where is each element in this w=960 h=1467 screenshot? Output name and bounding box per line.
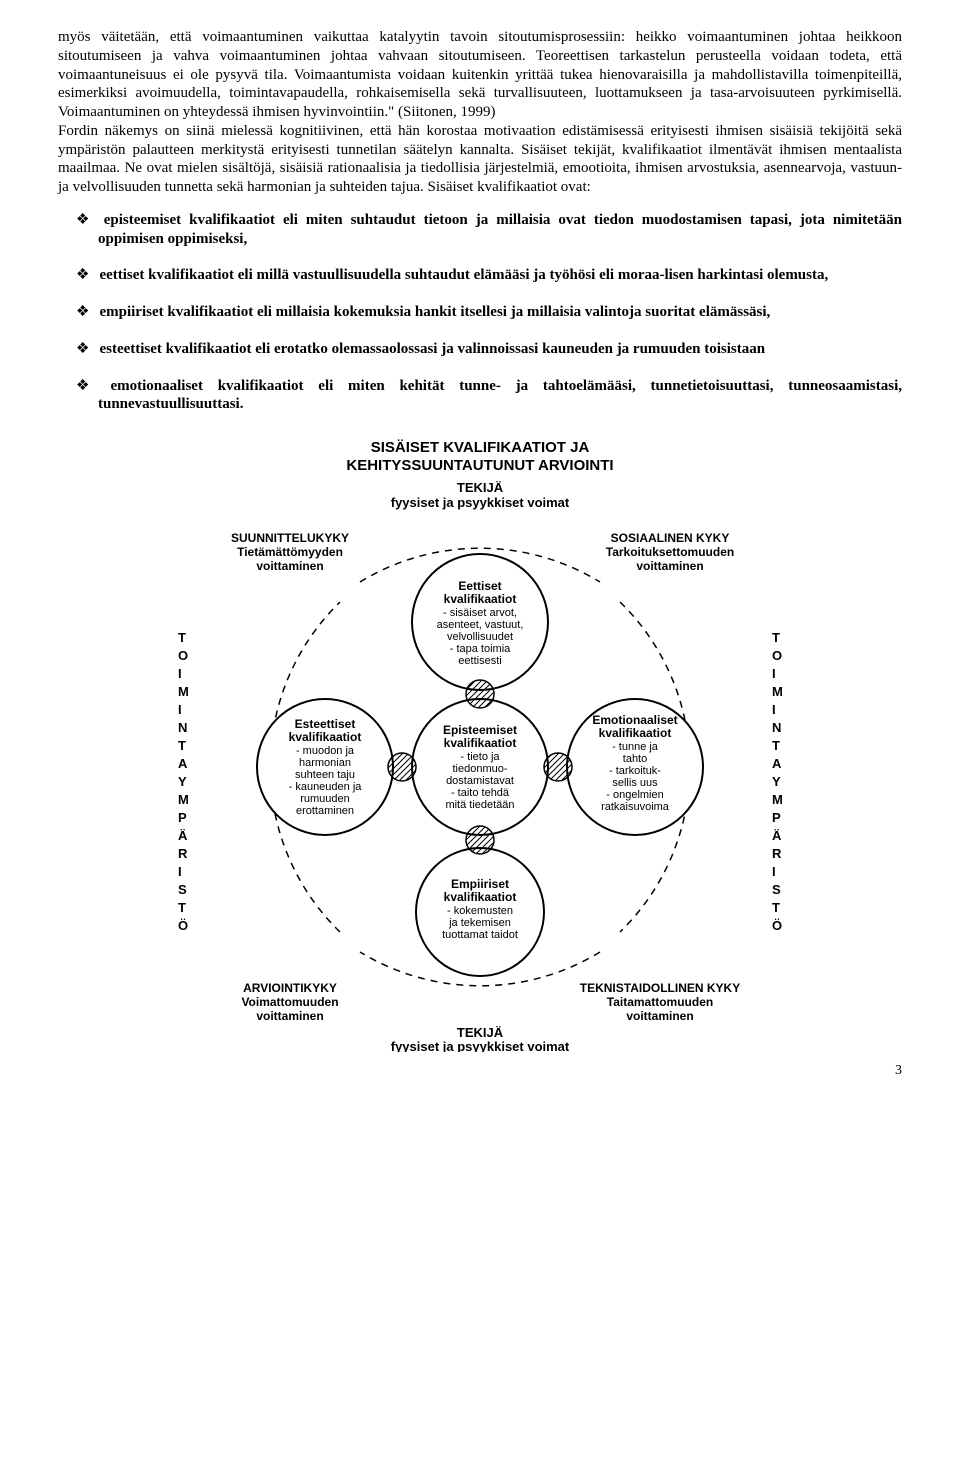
corner-br-l1: Taitamattomuuden — [607, 995, 713, 1009]
svg-text:I: I — [178, 702, 182, 717]
svg-text:I: I — [178, 864, 182, 879]
svg-text:- tapa toimia: - tapa toimia — [450, 643, 511, 655]
svg-text:I: I — [772, 702, 776, 717]
svg-text:R: R — [772, 846, 782, 861]
corner-br-l2: voittaminen — [626, 1009, 693, 1023]
svg-text:- muodon ja: - muodon ja — [296, 745, 355, 757]
page-number: 3 — [58, 1062, 902, 1080]
svg-text:tahto: tahto — [623, 753, 647, 765]
svg-text:rumuuden: rumuuden — [300, 793, 350, 805]
svg-text:Esteettiset: Esteettiset — [295, 717, 356, 731]
svg-text:O: O — [772, 648, 782, 663]
svg-text:S: S — [772, 882, 781, 897]
qualification-list: episteemiset kvalifikaatiot eli miten su… — [58, 211, 902, 414]
svg-text:P: P — [772, 810, 781, 825]
list-item: empiiriset kvalifikaatiot eli millaisia … — [58, 303, 902, 322]
svg-text:suhteen taju: suhteen taju — [295, 769, 355, 781]
svg-text:S: S — [178, 882, 187, 897]
diagram-bottom-sub2: fyysiset ja psyykkiset voimat — [391, 1039, 570, 1052]
svg-text:tiedonmuo-: tiedonmuo- — [452, 763, 507, 775]
svg-text:P: P — [178, 810, 187, 825]
svg-text:- kauneuden ja: - kauneuden ja — [289, 781, 363, 793]
svg-text:- taito tehdä: - taito tehdä — [451, 787, 510, 799]
diagram-top-sub1: TEKIJÄ — [457, 480, 504, 495]
svg-text:tuottamat taidot: tuottamat taidot — [442, 929, 518, 941]
svg-text:T: T — [178, 738, 186, 753]
svg-text:- sisäiset arvot,: - sisäiset arvot, — [443, 607, 517, 619]
svg-text:N: N — [772, 720, 781, 735]
svg-text:O: O — [178, 648, 188, 663]
svg-text:T: T — [772, 900, 780, 915]
corner-tl-l2: voittaminen — [256, 559, 323, 573]
svg-text:Y: Y — [178, 774, 187, 789]
corner-tl-l1: Tietämättömyyden — [237, 545, 343, 559]
svg-text:T: T — [772, 630, 780, 645]
svg-text:Eettiset: Eettiset — [458, 579, 501, 593]
list-item: esteettiset kvalifikaatiot eli erotatko … — [58, 340, 902, 359]
svg-text:harmonian: harmonian — [299, 757, 351, 769]
svg-text:- tieto ja: - tieto ja — [460, 751, 500, 763]
svg-text:Ö: Ö — [772, 918, 782, 933]
svg-text:N: N — [178, 720, 187, 735]
diagram-title-2: KEHITYSSUUNTAUTUNUT ARVIOINTI — [346, 457, 613, 474]
svg-text:T: T — [772, 738, 780, 753]
corner-tl-head: SUUNNITTELUKYKY — [231, 531, 349, 545]
svg-text:eettisesti: eettisesti — [458, 655, 501, 667]
svg-text:T: T — [178, 900, 186, 915]
svg-text:dostamistavat: dostamistavat — [446, 775, 514, 787]
list-item: eettiset kvalifikaatiot eli millä vastuu… — [58, 266, 902, 285]
svg-text:M: M — [178, 684, 189, 699]
svg-text:kvalifikaatiot: kvalifikaatiot — [599, 726, 672, 740]
corner-bl-l1: Voimattomuuden — [241, 995, 338, 1009]
svg-text:mitä tiedetään: mitä tiedetään — [445, 799, 514, 811]
qualification-diagram: SISÄISET KVALIFIKAATIOT JA KEHITYSSUUNTA… — [160, 432, 800, 1052]
svg-text:- tunne ja: - tunne ja — [612, 741, 659, 753]
svg-text:R: R — [178, 846, 188, 861]
svg-text:ja tekemisen: ja tekemisen — [448, 917, 511, 929]
side-label-right: TO IM IN TA YM PÄ RI ST Ö — [772, 630, 783, 933]
svg-text:- tarkoituk-: - tarkoituk- — [609, 765, 661, 777]
svg-text:A: A — [178, 756, 188, 771]
body-paragraph: myös väitetään, että voimaantuminen vaik… — [58, 28, 902, 197]
svg-text:Episteemiset: Episteemiset — [443, 723, 517, 737]
side-label-left: TO IM IN TA YM PÄ RI ST Ö — [178, 630, 189, 933]
list-item: episteemiset kvalifikaatiot eli miten su… — [58, 211, 902, 249]
corner-tr-head: SOSIAALINEN KYKY — [611, 531, 730, 545]
diagram-top-sub2: fyysiset ja psyykkiset voimat — [391, 495, 570, 510]
diagram-bottom-sub1: TEKIJÄ — [457, 1025, 504, 1040]
svg-text:T: T — [178, 630, 186, 645]
svg-text:kvalifikaatiot: kvalifikaatiot — [444, 736, 517, 750]
svg-text:Emotionaaliset: Emotionaaliset — [592, 713, 677, 727]
svg-text:I: I — [178, 666, 182, 681]
svg-text:velvollisuudet: velvollisuudet — [447, 631, 513, 643]
corner-bl-head: ARVIOINTIKYKY — [243, 981, 337, 995]
svg-text:- ongelmien: - ongelmien — [606, 789, 663, 801]
svg-text:M: M — [178, 792, 189, 807]
corner-br-head: TEKNISTAIDOLLINEN KYKY — [580, 981, 740, 995]
svg-text:kvalifikaatiot: kvalifikaatiot — [444, 592, 517, 606]
svg-text:erottaminen: erottaminen — [296, 805, 354, 817]
list-item: emotionaaliset kvalifikaatiot eli miten … — [58, 377, 902, 415]
svg-text:Empiiriset: Empiiriset — [451, 877, 509, 891]
svg-text:- kokemusten: - kokemusten — [447, 905, 513, 917]
svg-text:asenteet, vastuut,: asenteet, vastuut, — [437, 619, 524, 631]
svg-text:M: M — [772, 684, 783, 699]
svg-text:Ä: Ä — [178, 828, 188, 843]
svg-text:I: I — [772, 864, 776, 879]
svg-text:kvalifikaatiot: kvalifikaatiot — [444, 890, 517, 904]
svg-text:A: A — [772, 756, 782, 771]
svg-text:kvalifikaatiot: kvalifikaatiot — [289, 730, 362, 744]
diagram-title-1: SISÄISET KVALIFIKAATIOT JA — [371, 439, 590, 456]
svg-text:ratkaisuvoima: ratkaisuvoima — [601, 801, 670, 813]
svg-text:M: M — [772, 792, 783, 807]
corner-tr-l2: voittaminen — [636, 559, 703, 573]
svg-text:sellis uus: sellis uus — [612, 777, 658, 789]
corner-tr-l1: Tarkoituksettomuuden — [606, 545, 734, 559]
corner-bl-l2: voittaminen — [256, 1009, 323, 1023]
svg-text:Ä: Ä — [772, 828, 782, 843]
svg-text:I: I — [772, 666, 776, 681]
svg-text:Ö: Ö — [178, 918, 188, 933]
svg-text:Y: Y — [772, 774, 781, 789]
